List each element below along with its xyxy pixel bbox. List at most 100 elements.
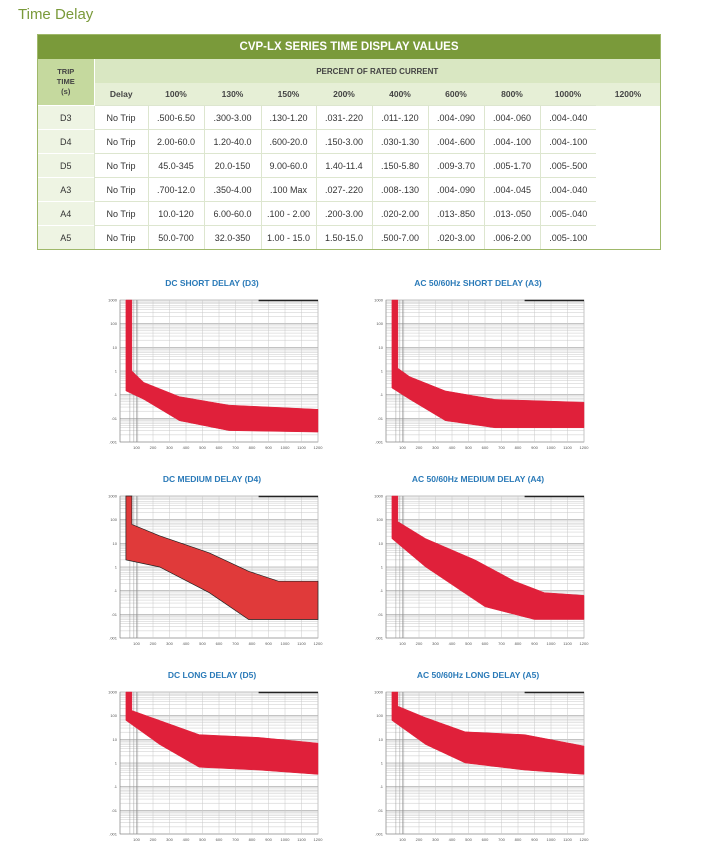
table-cell: .009-3.70 [427, 153, 484, 178]
trip-band [125, 691, 319, 775]
table-row: A4 No Trip 10.0-120 6.00-60.0.100 - 2.00.20… [38, 201, 660, 226]
x-tick-label: 700 [232, 837, 239, 842]
x-tick-label: 1100 [563, 445, 572, 450]
x-tick-label: 1200 [314, 837, 324, 842]
table-cell: 20.0-150 [203, 153, 261, 178]
x-tick-label: 600 [216, 641, 223, 646]
x-tick-label: 1000 [281, 641, 291, 646]
page-title: Time Delay [18, 6, 94, 23]
table-cell: 1.20-40.0 [203, 129, 261, 154]
table-cell: 50.0-700 [147, 225, 204, 249]
x-tick-label: 500 [199, 641, 206, 646]
chart-title: AC 50/60Hz LONG DELAY (A5) [416, 670, 540, 680]
y-tick-label: 1000 [374, 494, 384, 499]
table-cell: .013-.050 [483, 201, 540, 226]
chart-plot: 1000 100 10 1 .1 .01 .001 100 200 300 400 500 600 700… [374, 494, 590, 647]
table-cell: .500-7.00 [371, 225, 428, 249]
x-tick-label: 200 [416, 445, 423, 450]
x-tick-label: 500 [199, 445, 206, 450]
x-tick-label: 900 [265, 445, 272, 450]
table-cell: .100 - 2.00 [260, 201, 316, 226]
x-tick-label: 1100 [297, 837, 306, 842]
y-tick-label: .1 [380, 784, 384, 789]
column-header: 800% [484, 83, 540, 106]
x-tick-label: 400 [449, 445, 456, 450]
table-cell: 32.0-350 [203, 225, 261, 249]
column-header: 400% [372, 83, 428, 106]
x-tick-label: 100 [133, 837, 140, 842]
x-tick-label: 500 [465, 641, 472, 646]
y-tick-label: 10 [113, 737, 118, 742]
y-tick-label: 10 [379, 345, 384, 350]
x-tick-label: 200 [416, 837, 423, 842]
x-tick-label: 200 [150, 837, 157, 842]
x-tick-label: 1100 [563, 837, 572, 842]
trip-curve-chart: AC 50/60Hz MEDIUM DELAY (A4) 1000 100 10 1 .1… [358, 474, 598, 659]
x-tick-label: 600 [482, 641, 489, 646]
y-tick-label: 1 [115, 369, 118, 374]
x-tick-label: 700 [498, 445, 505, 450]
table-cell: .020-2.00 [371, 201, 428, 226]
x-tick-label: 600 [482, 445, 489, 450]
y-tick-label: .1 [380, 392, 384, 397]
y-tick-label: .01 [111, 612, 117, 617]
table-cell: .600-20.0 [260, 129, 316, 154]
y-tick-label: 1000 [374, 690, 384, 695]
column-header: 1000% [540, 83, 596, 106]
y-tick-label: 100 [110, 517, 117, 522]
x-tick-label: 1100 [563, 641, 572, 646]
y-tick-label: 1 [115, 565, 118, 570]
chart-plot: 1000 100 10 1 .1 .01 .001 100 200 300 400 500 600 700… [374, 298, 589, 451]
x-tick-label: 600 [216, 837, 223, 842]
table-cell: No Trip [93, 153, 148, 178]
x-tick-label: 1200 [314, 641, 324, 646]
column-header: 1200% [596, 83, 661, 106]
y-tick-label: 10 [113, 541, 118, 546]
x-tick-label: 1200 [580, 641, 590, 646]
table-cell: 10.0-120 [147, 201, 204, 226]
x-tick-label: 1000 [281, 445, 291, 450]
y-tick-label: 1 [381, 761, 384, 766]
table-cell: 1.40-11.4 [315, 153, 372, 178]
table-cell: .100 Max [260, 177, 316, 202]
y-tick-label: 1000 [108, 494, 118, 499]
x-tick-label: 1100 [297, 641, 306, 646]
y-tick-label: .01 [377, 416, 383, 421]
table-row: D4 No Trip 2.00-60.0 1.20-40.0.600-20.0.150… [38, 129, 660, 154]
table-cell: .030-1.30 [371, 129, 428, 154]
table-row: A3 No Trip .700-12.0.350-4.00.100 Max .027-… [38, 177, 660, 202]
x-tick-label: 100 [399, 641, 406, 646]
x-tick-label: 500 [465, 837, 472, 842]
x-tick-label: 1000 [547, 641, 557, 646]
column-header: Delay [94, 83, 148, 106]
percent-header: PERCENT OF RATED CURRENT [94, 59, 661, 83]
table-cell: .004-.100 [539, 129, 596, 154]
y-tick-label: .1 [114, 784, 118, 789]
x-tick-label: 300 [166, 445, 173, 450]
table-cell: .027-.220 [315, 177, 372, 202]
y-tick-label: .01 [111, 416, 117, 421]
y-tick-label: .001 [109, 440, 118, 445]
x-tick-label: 700 [232, 641, 239, 646]
table-cell: .008-.130 [371, 177, 428, 202]
chart-plot: 1000 100 10 1 .1 .01 .001 100 200 300 400 500 600 700… [108, 298, 323, 451]
y-tick-label: 100 [376, 713, 383, 718]
table-row: A5 No Trip 50.0-700 32.0-350 1.00 - 15.0 1.50… [38, 225, 660, 249]
trip-band [391, 299, 585, 429]
x-tick-label: 100 [133, 445, 140, 450]
x-tick-label: 700 [498, 641, 505, 646]
x-tick-label: 400 [183, 445, 190, 450]
y-tick-label: .001 [375, 636, 384, 641]
table-cell: .005-.500 [539, 153, 596, 178]
table-row: D3 No Trip .500-6.50.300-3.00.130-1.20.031… [38, 105, 660, 130]
x-tick-label: 100 [399, 445, 406, 450]
table-cell: 9.00-60.0 [260, 153, 316, 178]
y-tick-label: 10 [113, 345, 118, 350]
x-tick-label: 400 [449, 837, 456, 842]
x-tick-label: 500 [465, 445, 472, 450]
y-tick-label: .01 [377, 808, 383, 813]
x-tick-label: 400 [183, 641, 190, 646]
x-tick-label: 900 [265, 837, 272, 842]
column-header: 200% [316, 83, 372, 106]
table-cell: .004-.040 [539, 177, 596, 202]
